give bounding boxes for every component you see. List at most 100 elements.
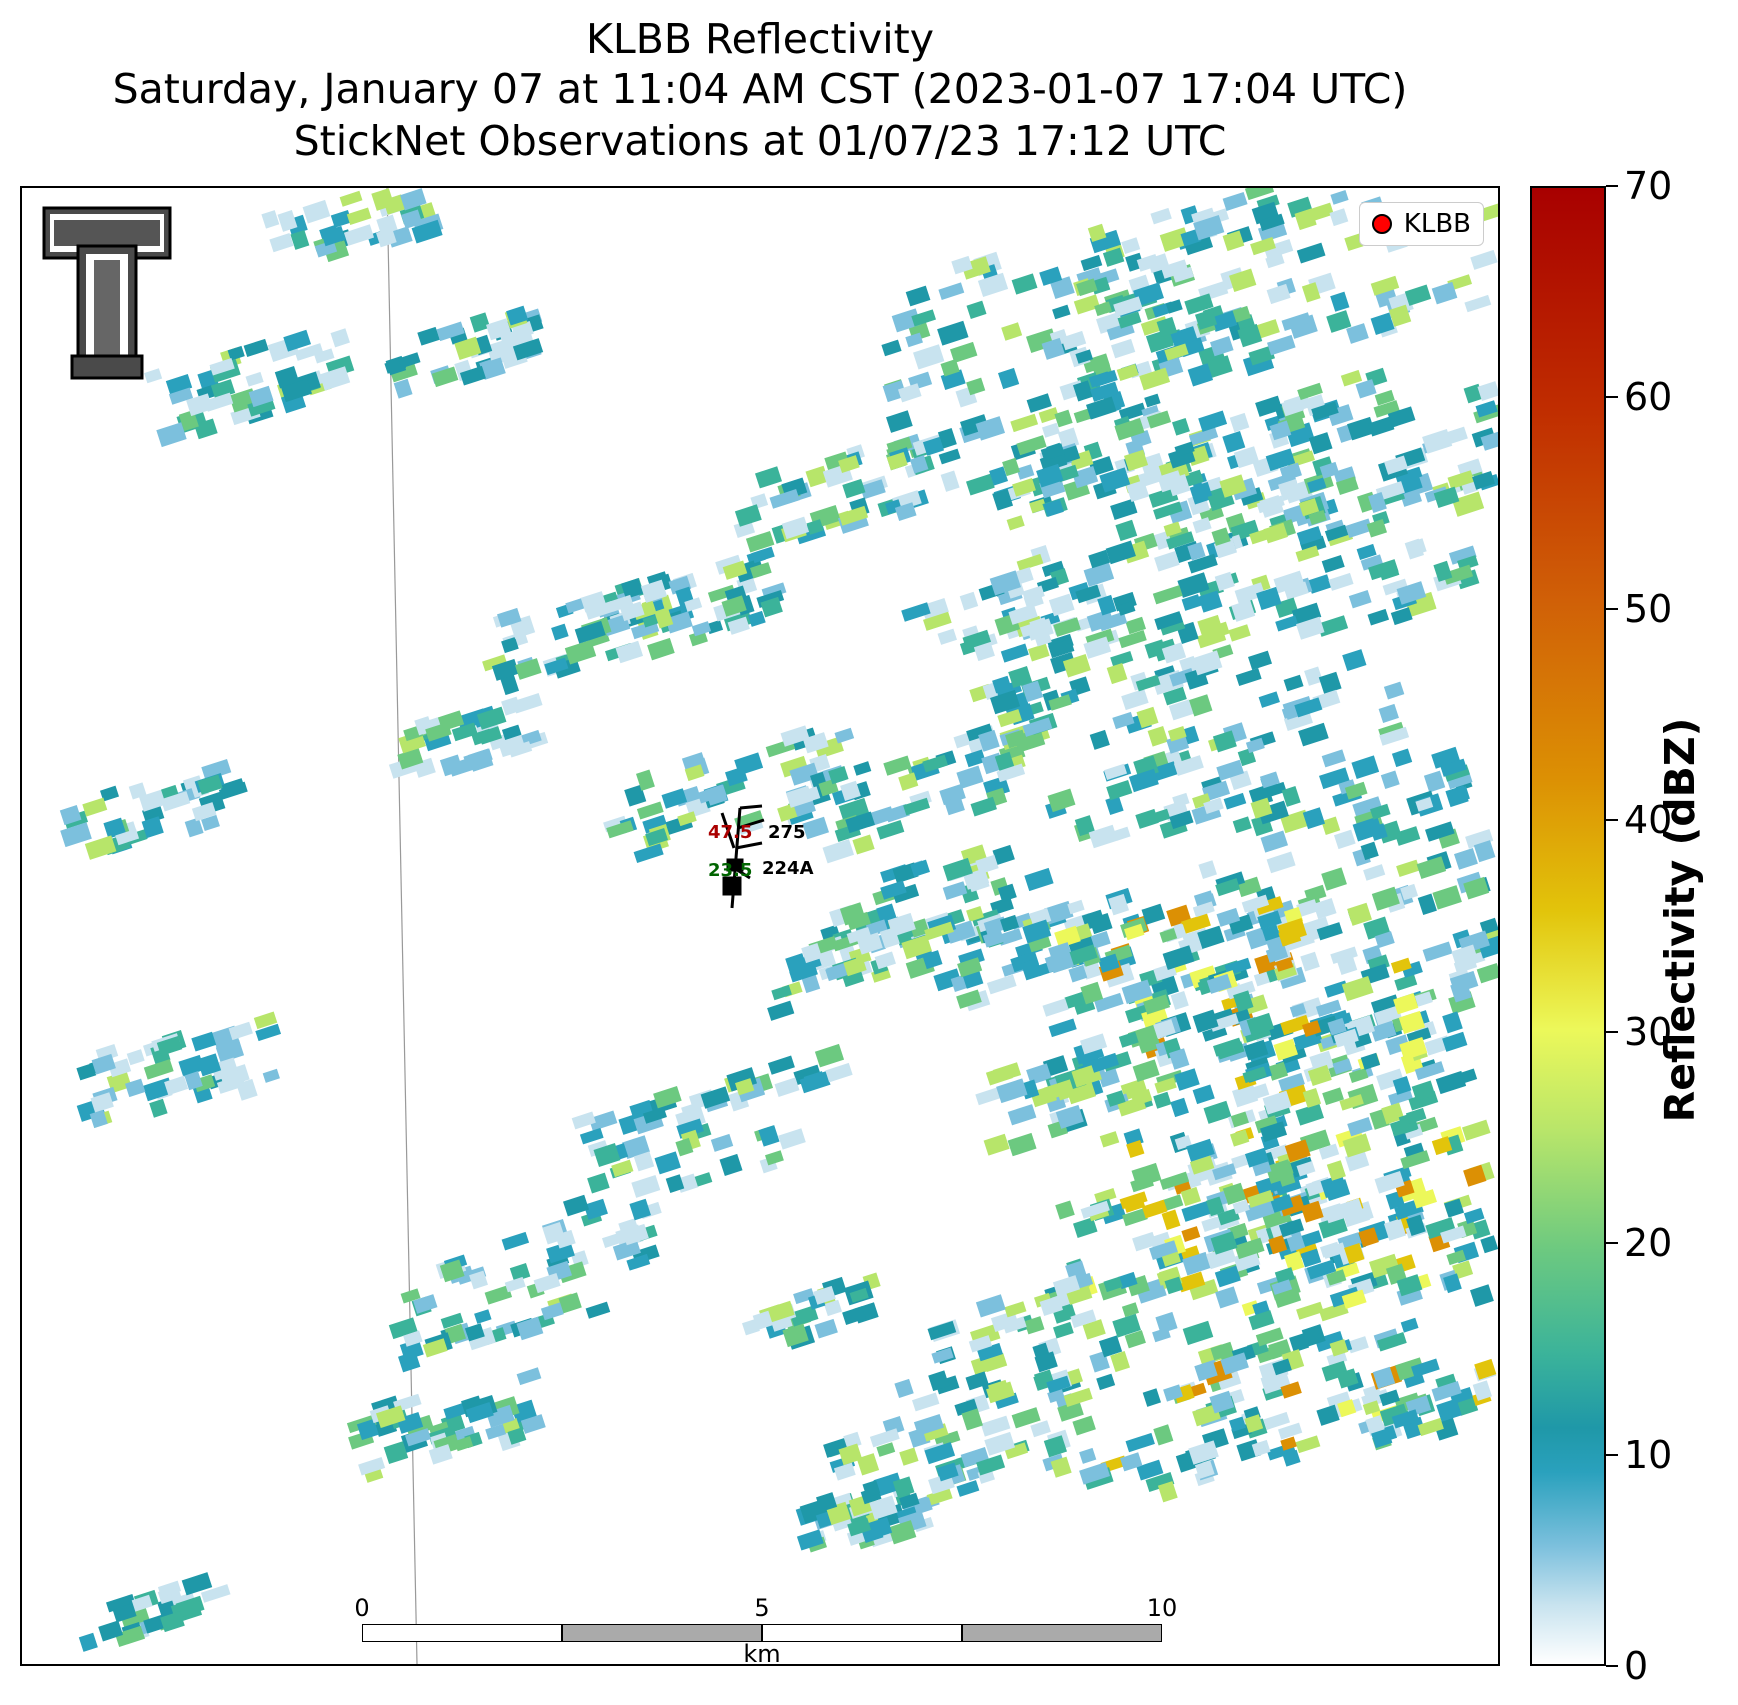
echo-cell (684, 597, 703, 612)
echo-cell (1048, 1018, 1077, 1038)
echo-cell (1155, 1311, 1178, 1334)
echo-cell (1332, 1058, 1353, 1075)
echo-cell (1115, 519, 1138, 542)
echo-cell (1198, 860, 1217, 879)
echo-cell (1164, 1276, 1184, 1295)
echo-cell (1302, 807, 1326, 830)
echo-cell (1269, 420, 1292, 441)
echo-cell (1215, 1286, 1239, 1309)
echo-cell (1202, 780, 1231, 802)
echo-cell (1113, 296, 1143, 317)
echo-cell (633, 1151, 655, 1172)
echo-cell (1351, 755, 1380, 780)
echo-cell (1472, 470, 1496, 490)
echo-cell (1280, 1436, 1297, 1451)
echo-cell (1141, 903, 1166, 925)
echo-cell (1248, 1310, 1275, 1331)
colorbar-tick-label: 30 (1624, 1009, 1673, 1054)
echo-cell (1450, 980, 1472, 1003)
echo-cell (1215, 878, 1241, 897)
echo-cell (899, 1447, 919, 1466)
echo-cell (1110, 1351, 1131, 1373)
echo-cell (1256, 586, 1282, 611)
echo-cell (992, 675, 1012, 694)
echo-cell (1243, 1039, 1269, 1061)
echo-cell (1139, 367, 1171, 391)
echo-cell (1390, 607, 1413, 626)
echo-cell (813, 1285, 836, 1305)
echo-cell (1433, 560, 1453, 582)
echo-cell (501, 724, 522, 740)
echo-cell (1043, 499, 1064, 518)
echo-cell (778, 1128, 806, 1150)
echo-cell (201, 758, 232, 781)
echo-cell (1046, 1375, 1071, 1394)
echo-cell (892, 883, 920, 904)
echo-cell (612, 1239, 641, 1261)
echo-cell (1233, 990, 1254, 1012)
echo-cell (1209, 1013, 1240, 1032)
echo-cell (684, 764, 705, 782)
echo-cell (82, 797, 108, 817)
echo-cell (504, 331, 535, 352)
echo-cell (78, 1632, 98, 1652)
echo-cell (1244, 1414, 1264, 1433)
echo-cell (157, 1580, 182, 1598)
echo-cell (1214, 571, 1235, 592)
echo-cell (486, 318, 512, 341)
echo-cell (1209, 1390, 1235, 1414)
echo-cell (927, 1320, 957, 1341)
echo-cell (290, 229, 310, 250)
echo-cell (1180, 228, 1202, 247)
echo-cell (491, 658, 520, 681)
echo-cell (1446, 1249, 1467, 1266)
echo-cell (633, 843, 664, 864)
echo-cell (1206, 973, 1232, 994)
echo-cell (484, 1285, 513, 1305)
echo-cell (1044, 1079, 1074, 1101)
radar-map[interactable]: KLBB 47.5 275 23.5 224A 0 5 10 km (20, 186, 1500, 1666)
echo-cell (1374, 1171, 1405, 1194)
echo-cell (782, 1323, 809, 1348)
echo-cell (1380, 770, 1400, 789)
echo-cell (1192, 1009, 1219, 1033)
echo-cell (745, 530, 775, 553)
echo-cell (533, 1272, 561, 1294)
echo-cell (1383, 681, 1405, 700)
echo-cell (1326, 1269, 1347, 1286)
echo-cell (769, 489, 800, 509)
echo-cell (1006, 515, 1025, 531)
echo-cell (1406, 1027, 1432, 1045)
echo-cell (1433, 486, 1460, 509)
echo-cell (1298, 498, 1320, 517)
echo-cell (428, 1444, 453, 1465)
echo-cell (1073, 380, 1094, 402)
echo-cell (1371, 886, 1400, 911)
echo-cell (1184, 293, 1214, 315)
echo-cell (843, 956, 867, 977)
echo-cell (1118, 630, 1147, 649)
echo-cell (1001, 322, 1023, 341)
echo-cell (398, 352, 421, 369)
echo-cell (1166, 531, 1195, 550)
echo-cell (636, 769, 655, 791)
echo-cell (881, 339, 902, 357)
echo-cell (994, 1392, 1019, 1410)
echo-cell (1318, 1143, 1340, 1160)
echo-cell (815, 1492, 838, 1513)
echo-cell (1431, 1136, 1453, 1156)
echo-cell (1263, 1411, 1291, 1430)
echo-cell (1260, 1121, 1288, 1143)
echo-cell (1415, 797, 1434, 812)
echo-cell (1322, 1087, 1344, 1106)
echo-cell (1099, 467, 1131, 493)
echo-cell (1110, 338, 1136, 359)
echo-cell (892, 1476, 915, 1498)
echo-cell (1008, 603, 1038, 625)
echo-cell (197, 774, 223, 795)
echo-cell (1301, 282, 1321, 303)
echo-cell (463, 748, 493, 768)
echo-cell (313, 348, 335, 364)
echo-cell (1002, 1316, 1027, 1334)
echo-cell (1135, 674, 1161, 692)
